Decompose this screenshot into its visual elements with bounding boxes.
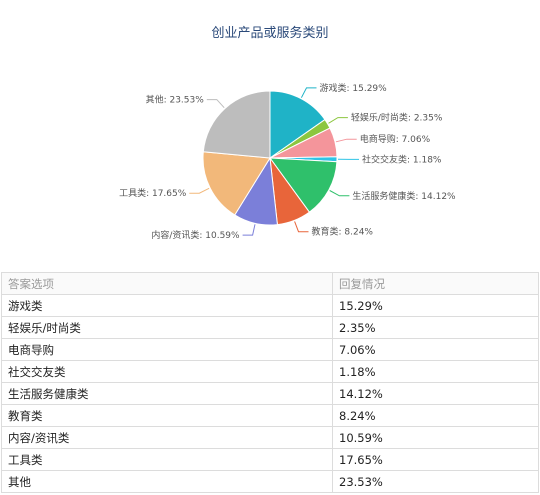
- option-cell: 游戏类: [1, 294, 333, 317]
- percent-cell: 1.18%: [332, 360, 539, 383]
- option-cell: 教育类: [1, 404, 333, 427]
- pie-leader-line: [300, 87, 317, 98]
- percent-cell: 8.24%: [332, 404, 539, 427]
- table-header-row: 答案选项 回复情况: [1, 272, 539, 295]
- pie-leader-line: [294, 221, 309, 233]
- pie-slice-label: 教育类: 8.24%: [312, 226, 374, 238]
- pie-slice-label: 社交交友类: 1.18%: [362, 153, 442, 165]
- percent-cell: 14.12%: [332, 382, 539, 405]
- option-cell: 内容/资讯类: [1, 426, 333, 449]
- pie-leader-line: [329, 190, 350, 197]
- pie-slice: [269, 90, 326, 159]
- percent-cell: 10.59%: [332, 426, 539, 449]
- pie-slice: [268, 157, 338, 213]
- pie-leader-line: [206, 99, 225, 109]
- option-cell: 其他: [1, 470, 333, 493]
- pie-slice-label: 电商导购: 7.06%: [360, 133, 431, 145]
- pie-slice-label: 工具类: 17.65%: [119, 187, 187, 199]
- answer-table: 答案选项 回复情况 游戏类 15.29% 轻娱乐/时尚类 2.35% 电商导购 7.0…: [1, 272, 539, 493]
- pie-chart-area: 创业产品或服务类别 游戏类: 15.29% 轻娱乐/时尚类: 2.35% 电商导购:…: [119, 26, 456, 241]
- table-row: 教育类 8.24%: [1, 404, 539, 427]
- pie-chart: 游戏类: 15.29% 轻娱乐/时尚类: 2.35% 电商导购: 7.06% 社交交友…: [119, 82, 456, 241]
- option-cell: 生活服务健康类: [1, 382, 333, 405]
- pie-slice: [202, 90, 271, 159]
- pie-slice-label: 内容/资讯类: 10.59%: [151, 229, 240, 241]
- pie-slice-label: 其他: 23.53%: [146, 94, 205, 106]
- pie-leader-line: [335, 138, 357, 143]
- percent-cell: 17.65%: [332, 448, 539, 471]
- percent-cell: 15.29%: [332, 294, 539, 317]
- option-cell: 轻娱乐/时尚类: [1, 316, 333, 339]
- table-row: 其他 23.53%: [1, 470, 539, 493]
- percent-cell: 23.53%: [332, 470, 539, 493]
- pie-slice-label: 轻娱乐/时尚类: 2.35%: [351, 112, 443, 124]
- pie-slice-label: 生活服务健康类: 14.12%: [352, 190, 456, 202]
- table-row: 工具类 17.65%: [1, 448, 539, 471]
- table-row: 轻娱乐/时尚类 2.35%: [1, 316, 539, 339]
- option-cell: 电商导购: [1, 338, 333, 361]
- table-row: 社交交友类 1.18%: [1, 360, 539, 383]
- table-row: 电商导购 7.06%: [1, 338, 539, 361]
- pie-leader-line: [242, 224, 256, 236]
- percent-cell: 2.35%: [332, 316, 539, 339]
- header-response: 回复情况: [332, 272, 539, 295]
- pie-leader-line: [189, 187, 210, 194]
- table-row: 内容/资讯类 10.59%: [1, 426, 539, 449]
- table-row: 生活服务健康类 14.12%: [1, 382, 539, 405]
- option-cell: 社交交友类: [1, 360, 333, 383]
- header-answer-option: 答案选项: [1, 272, 333, 295]
- pie-leader-line: [328, 117, 348, 124]
- percent-cell: 7.06%: [332, 338, 539, 361]
- pie-slice-label: 游戏类: 15.29%: [320, 82, 388, 94]
- chart-title: 创业产品或服务类别: [211, 26, 329, 41]
- pie-slice: [202, 151, 271, 216]
- table-row: 游戏类 15.29%: [1, 294, 539, 317]
- answer-table-area: 答案选项 回复情况 游戏类 15.29% 轻娱乐/时尚类 2.35% 电商导购 7.0…: [0, 272, 540, 493]
- option-cell: 工具类: [1, 448, 333, 471]
